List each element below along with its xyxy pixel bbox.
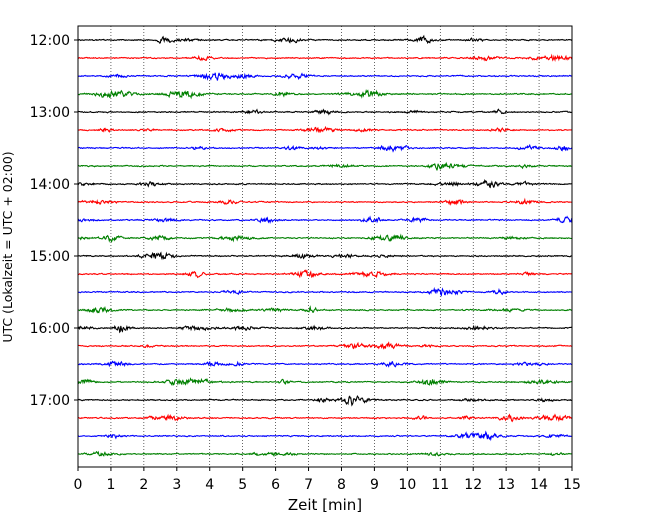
x-tick-label: 7 xyxy=(304,477,313,493)
seismogram-trace xyxy=(77,197,573,206)
seismogram-trace xyxy=(77,305,573,314)
x-tick-label: 6 xyxy=(271,477,280,493)
y-axis: 12:00 13:00 14:00 15:00 16:00 17:00 xyxy=(30,33,78,409)
seismogram-trace xyxy=(77,161,573,171)
y-tick-label: 12:00 xyxy=(30,33,70,49)
seismogram-trace xyxy=(77,324,573,334)
plot-background xyxy=(78,26,572,467)
x-tick-label: 13 xyxy=(497,477,515,493)
seismogram-trace xyxy=(77,72,573,81)
x-tick-label: 8 xyxy=(337,477,346,493)
seismogram-trace xyxy=(77,34,573,45)
x-tick-label: 3 xyxy=(172,477,181,493)
x-tick-label: 4 xyxy=(205,477,214,493)
x-tick-label: 0 xyxy=(74,477,83,493)
y-tick-label: 15:00 xyxy=(30,249,70,265)
y-tick-label: 13:00 xyxy=(30,105,70,121)
seismogram-trace xyxy=(77,178,573,189)
seismogram-trace xyxy=(77,430,573,442)
y-tick-label: 17:00 xyxy=(30,393,70,409)
x-tick-label: 11 xyxy=(431,477,449,493)
x-axis-label: Zeit [min] xyxy=(288,496,362,514)
seismogram-trace xyxy=(77,125,573,134)
seismogram-trace xyxy=(77,377,573,387)
y-tick-label: 16:00 xyxy=(30,321,70,337)
seismogram-trace xyxy=(77,215,573,224)
seismogram-trace xyxy=(77,251,573,261)
seismogram-trace xyxy=(77,53,573,62)
seismogram-trace xyxy=(77,413,573,423)
plot-frame xyxy=(77,25,573,468)
traces xyxy=(77,34,573,458)
seismogram-trace xyxy=(77,286,573,297)
x-tick-label: 15 xyxy=(563,477,581,493)
x-tick-label: 5 xyxy=(238,477,247,493)
x-tick-label: 2 xyxy=(139,477,148,493)
seismogram-trace xyxy=(77,233,572,243)
seismogram-trace xyxy=(77,360,573,368)
seismogram-trace xyxy=(77,88,573,100)
x-axis: 0 1 2 3 4 5 6 7 8 9 10 11 12 13 14 15 xyxy=(74,467,581,493)
seismogram-trace xyxy=(77,143,573,153)
x-tick-label: 9 xyxy=(370,477,379,493)
x-tick-label: 10 xyxy=(398,477,416,493)
y-tick-label: 14:00 xyxy=(30,177,70,193)
x-tick-label: 12 xyxy=(464,477,482,493)
y-axis-label: UTC (Lokalzeit = UTC + 02:00) xyxy=(0,151,15,342)
seismogram-trace xyxy=(77,450,573,458)
seismogram-trace xyxy=(77,341,573,350)
seismogram-trace xyxy=(77,394,573,407)
x-tick-label: 1 xyxy=(106,477,115,493)
seismogram-trace xyxy=(77,108,573,116)
seismogram-trace xyxy=(77,269,573,279)
x-tick-label: 14 xyxy=(530,477,548,493)
